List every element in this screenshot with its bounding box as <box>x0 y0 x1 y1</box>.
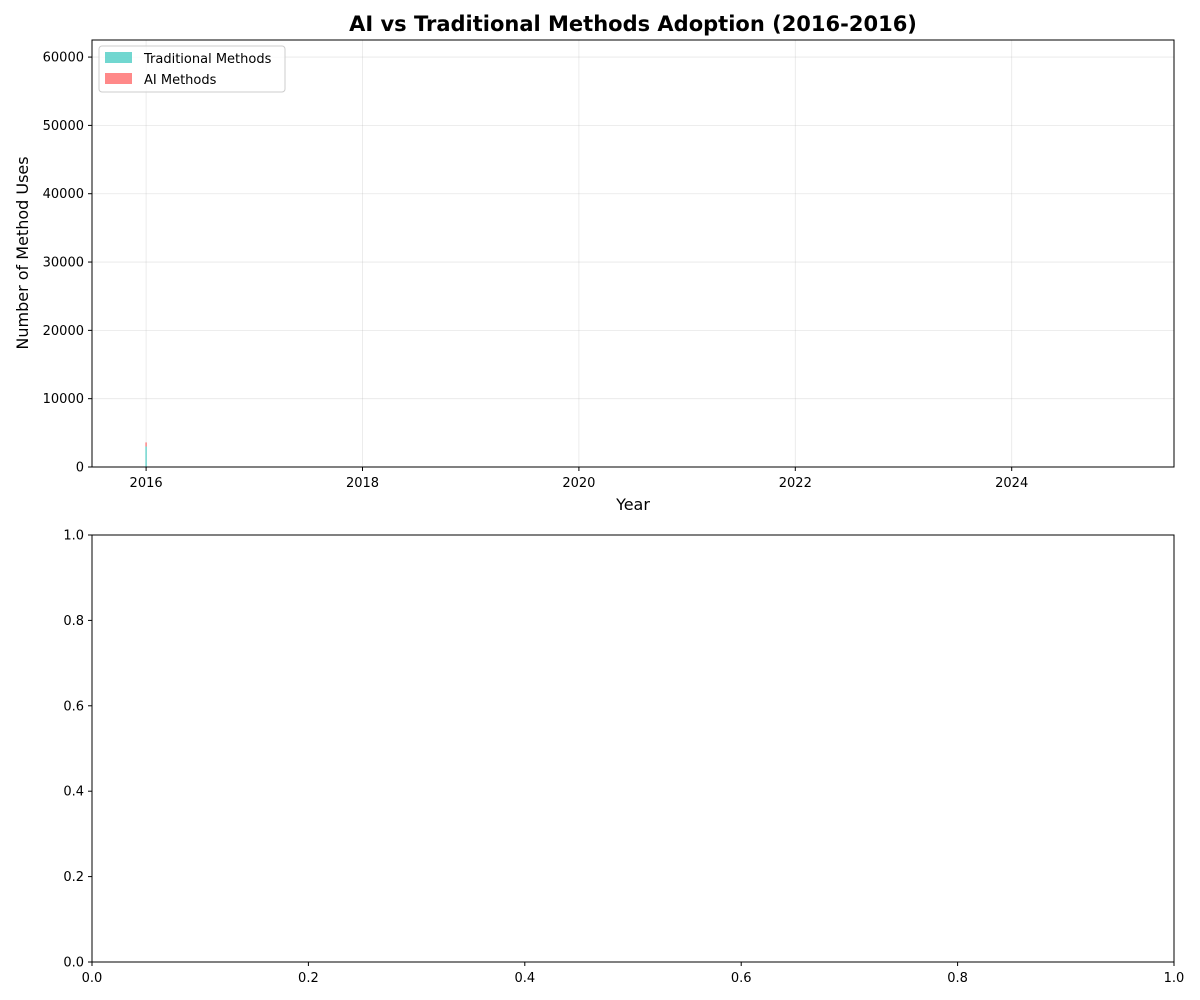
top-y-axis-ticks: 0 10000 20000 30000 40000 50000 60000 <box>43 51 92 476</box>
bottom-y-axis-ticks: 0.0 0.2 0.4 0.6 0.8 1.0 <box>63 529 92 971</box>
bottom-x-tick-label: 1.0 <box>1164 971 1185 986</box>
bottom-x-tick-label: 0.4 <box>514 971 535 986</box>
bottom-x-tick-label: 0.0 <box>82 971 103 986</box>
bottom-x-axis-ticks: 0.0 0.2 0.4 0.6 0.8 1.0 <box>82 962 1185 986</box>
y-tick-label: 50000 <box>43 119 84 134</box>
bottom-y-tick-label: 0.6 <box>63 699 84 714</box>
x-axis-label: Year <box>615 495 650 514</box>
y-tick-label: 0 <box>76 461 84 476</box>
y-tick-label: 60000 <box>43 51 84 66</box>
legend-label-ai: AI Methods <box>144 73 217 88</box>
legend-box <box>98 45 286 93</box>
bottom-x-tick-label: 0.6 <box>731 971 752 986</box>
bottom-y-tick-label: 0.8 <box>63 614 84 629</box>
bottom-y-tick-label: 0.0 <box>63 956 84 971</box>
y-tick-label: 10000 <box>43 392 84 407</box>
x-tick-label: 2022 <box>779 476 812 491</box>
chart-title: AI vs Traditional Methods Adoption (2016… <box>349 12 917 36</box>
top-x-axis-ticks: 2016 2018 2020 2022 2024 <box>130 467 1028 491</box>
legend-swatch-traditional <box>105 52 132 63</box>
legend-label-traditional: Traditional Methods <box>143 52 272 67</box>
y-tick-label: 20000 <box>43 324 84 339</box>
x-tick-label: 2016 <box>130 476 163 491</box>
x-tick-label: 2024 <box>995 476 1028 491</box>
legend-swatch-ai <box>105 73 132 84</box>
bottom-x-tick-label: 0.8 <box>947 971 968 986</box>
bottom-y-tick-label: 0.2 <box>63 870 84 885</box>
top-plot-frame <box>91 39 1175 468</box>
bottom-y-tick-label: 0.4 <box>63 785 84 800</box>
y-axis-label: Number of Method Uses <box>13 156 32 349</box>
x-tick-label: 2018 <box>346 476 379 491</box>
bottom-y-tick-label: 1.0 <box>63 529 84 544</box>
y-tick-label: 40000 <box>43 187 84 202</box>
x-tick-label: 2020 <box>562 476 595 491</box>
legend: Traditional Methods AI Methods <box>98 45 286 93</box>
bottom-plot-frame <box>91 534 1175 963</box>
y-tick-label: 30000 <box>43 256 84 271</box>
bottom-x-tick-label: 0.2 <box>298 971 319 986</box>
top-gridlines <box>92 40 1174 468</box>
